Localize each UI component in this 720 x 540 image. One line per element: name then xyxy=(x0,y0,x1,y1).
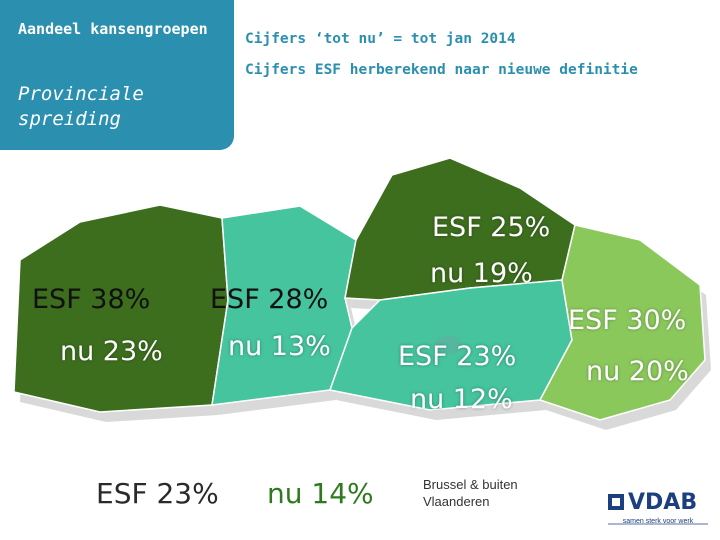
brussels-now-label: nu 14% xyxy=(267,477,374,510)
oost-vlaanderen-esf-label: ESF 28% xyxy=(210,284,329,315)
vdab-logo-tagline: samen sterk voor werk xyxy=(622,518,694,525)
vlaams-brabant-esf-label: ESF 23% xyxy=(398,341,517,372)
limburg-esf-label: ESF 30% xyxy=(568,305,687,336)
limburg-now-label: nu 20% xyxy=(586,356,689,387)
brussels-legend: Brussel & buiten Vlaanderen xyxy=(423,477,518,509)
data-note-period: Cijfers ‘tot nu’ = tot jan 2014 xyxy=(245,31,516,47)
antwerpen-now-label: nu 19% xyxy=(430,258,533,289)
vdab-logo-mark xyxy=(608,494,708,525)
west-vlaanderen-esf-label: ESF 38% xyxy=(32,284,151,315)
province-limburg xyxy=(538,224,706,421)
brussels-esf-label: ESF 23% xyxy=(96,477,219,510)
antwerpen-esf-label: ESF 25% xyxy=(432,212,551,243)
title-panel: Aandeel kansengroepen Provinciale spreid… xyxy=(0,0,234,150)
panel-subtitle: Provinciale spreiding xyxy=(18,83,144,130)
oost-vlaanderen-now-label: nu 13% xyxy=(228,331,331,362)
data-note-definition: Cijfers ESF herberekend naar nieuwe defi… xyxy=(245,62,638,78)
vlaams-brabant-now-label: nu 12% xyxy=(410,384,513,415)
vdab-logo: VDAB samen sterk voor werk xyxy=(606,484,710,534)
panel-title: Aandeel kansengroepen xyxy=(18,20,208,38)
west-vlaanderen-now-label: nu 23% xyxy=(60,336,163,367)
brussels-region xyxy=(434,335,462,355)
vdab-logo-name: VDAB xyxy=(628,490,698,515)
